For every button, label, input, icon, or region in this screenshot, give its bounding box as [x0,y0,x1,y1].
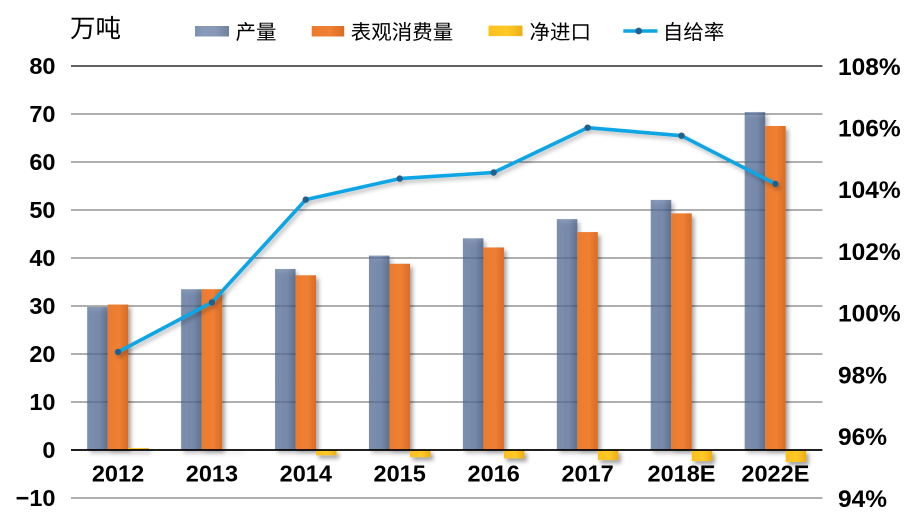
svg-text:2014: 2014 [280,461,332,487]
svg-text:2022E: 2022E [741,461,809,487]
svg-text:2012: 2012 [92,461,144,487]
svg-text:106%: 106% [838,116,901,143]
svg-text:40: 40 [29,245,55,271]
svg-text:108%: 108% [838,54,901,81]
svg-text:20: 20 [29,341,55,367]
svg-text:−10: −10 [16,485,56,511]
svg-text:30: 30 [29,293,55,319]
svg-text:94%: 94% [838,486,887,513]
svg-text:2018E: 2018E [648,461,716,487]
svg-text:2015: 2015 [374,461,426,487]
svg-text:80: 80 [29,53,55,79]
svg-text:100%: 100% [838,301,901,328]
svg-text:96%: 96% [838,424,887,451]
svg-text:102%: 102% [838,239,901,266]
svg-text:0: 0 [42,437,55,463]
svg-text:50: 50 [29,197,55,223]
svg-text:2017: 2017 [561,461,613,487]
svg-text:2016: 2016 [468,461,520,487]
svg-text:60: 60 [29,149,55,175]
svg-text:10: 10 [29,389,55,415]
svg-text:2013: 2013 [186,461,238,487]
svg-text:104%: 104% [838,177,901,204]
svg-text:98%: 98% [838,362,887,389]
svg-text:70: 70 [29,101,55,127]
